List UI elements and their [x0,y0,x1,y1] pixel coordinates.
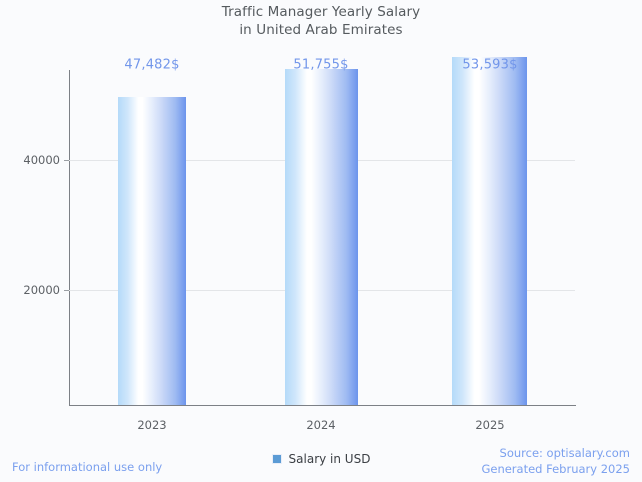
bar-value-2023: 47,482$ [124,57,180,73]
bar-value-2025: 53,593$ [462,57,518,73]
y-tick-mark-20000 [64,290,69,291]
bar-value-2024: 51,755$ [293,57,349,73]
footer-attribution: Source: optisalary.com Generated Februar… [481,445,630,477]
y-tick-mark-40000 [64,160,69,161]
y-axis-line [69,70,70,406]
square-marker-icon [271,454,282,464]
x-tick-label-2023: 2023 [137,418,167,432]
bar-2023[interactable] [118,97,186,405]
legend-label-salary: Salary in USD [288,452,371,466]
plot-area: 40000 20000 47,482$ 51,755$ 53,593$ [23,57,575,405]
x-tick-label-2025: 2025 [475,418,505,432]
chart-title-line-2: in United Arab Emirates [239,22,403,38]
bar-2025[interactable] [452,57,527,405]
footer-source: Source: optisalary.com [499,446,630,460]
y-tick-label-40000: 40000 [23,153,60,167]
footer-generated: Generated February 2025 [481,462,630,476]
footer-disclaimer: For informational use only [12,460,163,474]
x-axis-line [69,405,576,406]
x-tick-label-2024: 2024 [306,418,336,432]
bar-2024[interactable] [285,69,358,405]
chart-title-line-1: Traffic Manager Yearly Salary [221,4,421,20]
y-tick-label-20000: 20000 [23,283,60,297]
chart-title: Traffic Manager Yearly Salary in United … [0,3,642,39]
